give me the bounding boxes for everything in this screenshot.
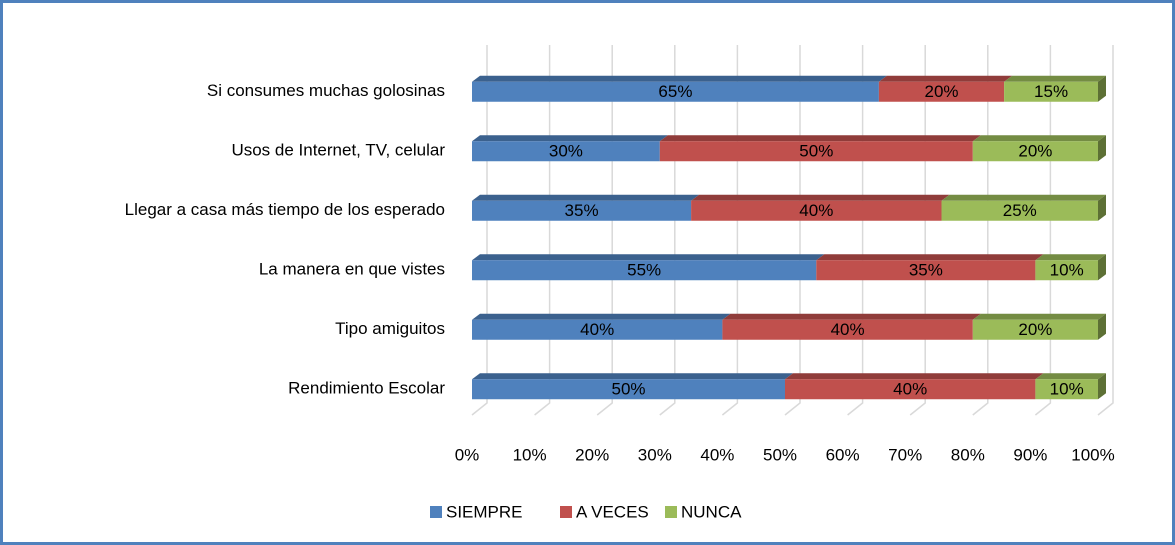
bar-segment bbox=[972, 319, 1098, 340]
bar-top bbox=[472, 313, 731, 320]
bar-segment bbox=[691, 200, 942, 221]
data-label: 10% bbox=[1050, 261, 1084, 280]
x-tick-label: 30% bbox=[638, 445, 672, 464]
bar-segment bbox=[472, 260, 817, 281]
bar-segment bbox=[722, 319, 973, 340]
bar-segment bbox=[472, 319, 723, 340]
bar-top bbox=[972, 135, 1106, 142]
bar-top bbox=[785, 373, 1044, 380]
x-tick-label: 80% bbox=[951, 445, 985, 464]
legend-swatch bbox=[665, 506, 677, 518]
bar-top bbox=[659, 135, 981, 142]
x-tick-label: 70% bbox=[888, 445, 922, 464]
bar-segment bbox=[1035, 260, 1098, 281]
category-label: Rendimiento Escolar bbox=[288, 379, 445, 398]
x-tick-label: 100% bbox=[1071, 445, 1114, 464]
bar-side bbox=[1098, 194, 1106, 221]
category-label: Usos de Internet, TV, celular bbox=[231, 141, 445, 160]
legend-swatch bbox=[560, 506, 572, 518]
bar-segment bbox=[878, 81, 1005, 102]
bar-top bbox=[472, 75, 887, 82]
bar-top bbox=[691, 194, 950, 201]
bar-top bbox=[941, 194, 1106, 201]
data-label: 40% bbox=[831, 320, 865, 339]
x-tick-label: 60% bbox=[826, 445, 860, 464]
bar-top bbox=[1004, 75, 1106, 82]
bar-segment bbox=[472, 200, 692, 221]
data-label: 35% bbox=[565, 201, 599, 220]
grid-line bbox=[972, 45, 989, 416]
grid-line bbox=[596, 45, 613, 416]
data-label: 30% bbox=[549, 142, 583, 161]
grid-line bbox=[1097, 45, 1114, 416]
bar-top bbox=[972, 313, 1106, 320]
x-tick-label: 0% bbox=[455, 445, 480, 464]
bar-side bbox=[1098, 313, 1106, 340]
data-label: 40% bbox=[580, 320, 614, 339]
bar-segment bbox=[941, 200, 1098, 221]
grid-line bbox=[847, 45, 864, 416]
bar-top bbox=[1035, 254, 1106, 261]
bar-segment bbox=[472, 379, 785, 400]
x-tick-label: 10% bbox=[513, 445, 547, 464]
bar-segment bbox=[472, 81, 879, 102]
bar-segment bbox=[472, 141, 660, 162]
data-label: 50% bbox=[799, 142, 833, 161]
bar-side bbox=[1098, 373, 1106, 400]
bar-top bbox=[472, 194, 700, 201]
x-tick-label: 50% bbox=[763, 445, 797, 464]
x-tick-label: 90% bbox=[1013, 445, 1047, 464]
category-label: Llegar a casa más tiempo de los esperado bbox=[125, 200, 445, 219]
bar-top bbox=[472, 135, 668, 142]
bar-segment bbox=[816, 260, 1036, 281]
legend-label: SIEMPRE bbox=[446, 502, 523, 521]
bar-segment bbox=[785, 379, 1036, 400]
data-label: 65% bbox=[658, 82, 692, 101]
data-label: 50% bbox=[611, 380, 645, 399]
grid-line bbox=[471, 45, 488, 416]
data-label: 20% bbox=[1018, 142, 1052, 161]
x-tick-label: 40% bbox=[700, 445, 734, 464]
bar-segment bbox=[972, 141, 1098, 162]
data-label: 35% bbox=[909, 261, 943, 280]
grid-line bbox=[721, 45, 739, 416]
data-label: 40% bbox=[893, 380, 927, 399]
x-tick-label: 20% bbox=[575, 445, 609, 464]
bar-top bbox=[816, 254, 1044, 261]
grid-line bbox=[784, 45, 801, 416]
legend-label: A VECES bbox=[576, 502, 649, 521]
grid-line bbox=[1034, 45, 1052, 416]
data-label: 15% bbox=[1034, 82, 1068, 101]
grid-line bbox=[659, 45, 676, 416]
data-label: 40% bbox=[799, 201, 833, 220]
legend-swatch bbox=[430, 506, 442, 518]
data-label: 55% bbox=[627, 261, 661, 280]
data-label: 25% bbox=[1003, 201, 1037, 220]
bar-top bbox=[472, 373, 793, 380]
data-label: 20% bbox=[1018, 320, 1052, 339]
bar-top bbox=[722, 313, 981, 320]
bar-segment bbox=[1035, 379, 1098, 400]
data-label: 10% bbox=[1050, 380, 1084, 399]
bar-side bbox=[1098, 254, 1106, 281]
grid-line bbox=[909, 45, 926, 416]
category-label: Si consumes muchas golosinas bbox=[207, 81, 445, 100]
bar-top bbox=[878, 75, 1013, 82]
bar-side bbox=[1098, 75, 1106, 102]
legend-label: NUNCA bbox=[681, 502, 742, 521]
bar-side bbox=[1098, 135, 1106, 162]
bar-top bbox=[1035, 373, 1106, 380]
category-label: Tipo amiguitos bbox=[335, 319, 445, 338]
data-label: 20% bbox=[924, 82, 958, 101]
bar-segment bbox=[659, 141, 973, 162]
grid-line bbox=[534, 45, 551, 416]
category-label: La manera en que vistes bbox=[259, 260, 445, 279]
bar-top bbox=[472, 254, 825, 261]
bar-segment bbox=[1004, 81, 1098, 102]
